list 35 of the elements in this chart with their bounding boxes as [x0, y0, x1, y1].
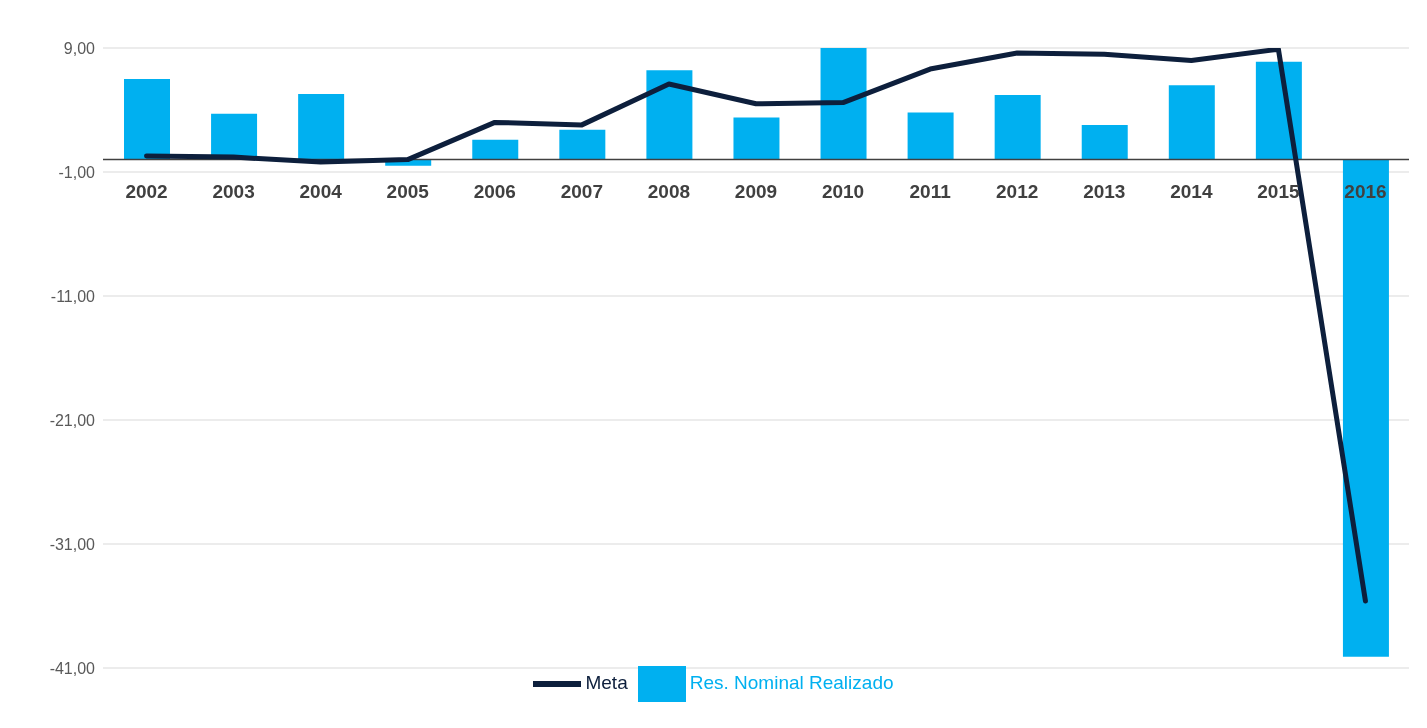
bar	[820, 48, 867, 160]
y-tick-label: -1,00	[58, 163, 96, 181]
bar	[1168, 85, 1215, 160]
x-tick-label: 2013	[1083, 181, 1126, 203]
y-tick-label: -31,00	[49, 535, 96, 553]
x-tick-label: 2005	[386, 181, 430, 203]
bar	[472, 139, 519, 160]
x-tick-label: 2006	[473, 181, 516, 203]
x-tick-label: 2007	[560, 181, 604, 203]
bar	[559, 129, 606, 160]
bar	[1342, 159, 1389, 657]
x-tick-label: 2004	[299, 181, 343, 203]
bar	[994, 95, 1041, 160]
y-tick-label: -41,00	[49, 659, 96, 677]
y-tick-label: -21,00	[49, 411, 96, 429]
bar	[298, 93, 345, 160]
x-tick-label: 2002	[125, 181, 168, 203]
bar	[646, 70, 693, 160]
x-tick-label: 2009	[734, 181, 778, 203]
bar	[907, 112, 954, 160]
x-tick-label: 2012	[996, 181, 1039, 203]
x-tick-label: 2016	[1344, 181, 1387, 203]
y-tick-label: 9,00	[63, 39, 96, 57]
legend-label: Meta	[585, 672, 628, 694]
bar	[1081, 124, 1128, 160]
y-tick-label: -11,00	[50, 287, 96, 305]
x-tick-label: 2008	[647, 181, 691, 203]
bar	[733, 117, 780, 160]
legend-label: Res. Nominal Realizado	[689, 672, 894, 694]
x-tick-label: 2015	[1257, 181, 1300, 203]
x-tick-label: 2003	[212, 181, 255, 203]
x-tick-label: 2010	[821, 181, 865, 203]
x-tick-label: 2011	[909, 181, 952, 203]
x-tick-label: 2014	[1170, 181, 1213, 203]
bar	[124, 79, 170, 160]
